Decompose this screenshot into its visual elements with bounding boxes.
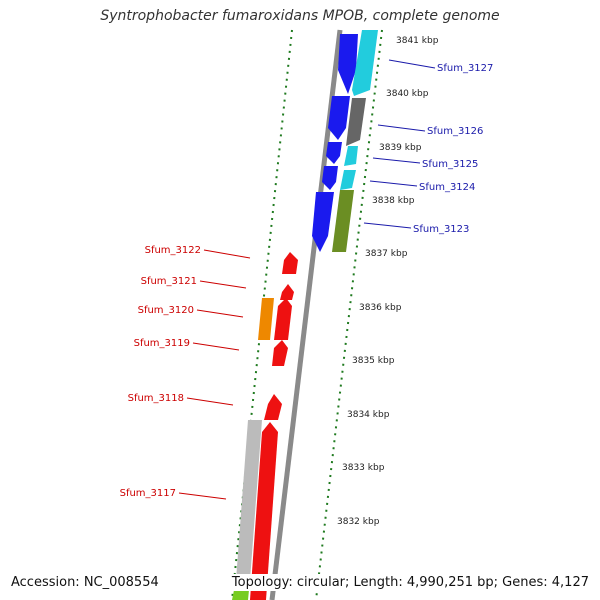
gene-label-sfum-3125[interactable]: Sfum_3125 <box>422 159 478 170</box>
gene-label-sfum-3120[interactable]: Sfum_3120 <box>138 305 194 316</box>
gene-block-sfum-3119-upper[interactable] <box>274 298 292 340</box>
gene-block-gray[interactable] <box>346 98 366 146</box>
kbp-label: 3839 kbp <box>379 143 422 153</box>
gene-block-sfum-3127-blue[interactable] <box>338 34 358 94</box>
kbp-label: 3833 kbp <box>342 463 385 473</box>
accession-label: Accession: NC_008554 <box>8 574 162 591</box>
gene-label-sfum-3119[interactable]: Sfum_3119 <box>134 338 190 349</box>
kbp-label: 3837 kbp <box>365 249 408 259</box>
topology-label: Topology: circular; Length: 4,990,251 bp… <box>228 574 592 591</box>
kbp-label: 3841 kbp <box>396 36 439 46</box>
kbp-label: 3835 kbp <box>352 356 395 366</box>
gene-label-sfum-3123[interactable]: Sfum_3123 <box>413 224 469 235</box>
gene-block-sfum-3125-blue[interactable] <box>326 142 342 164</box>
gene-block-sfum-3126-blue[interactable] <box>328 96 350 140</box>
right-tick-track <box>315 29 383 600</box>
gene-label-sfum-3121[interactable]: Sfum_3121 <box>141 276 197 287</box>
gene-block-sfum-3122[interactable] <box>282 252 298 274</box>
gene-label-sfum-3126[interactable]: Sfum_3126 <box>427 126 483 137</box>
kbp-label: 3834 kbp <box>347 410 390 420</box>
gene-block-sfum-3123-blue[interactable] <box>312 192 334 252</box>
right-gene-blocks <box>332 30 378 252</box>
right-gene-labels: Sfum_3127 Sfum_3126 Sfum_3125 Sfum_3124 … <box>363 59 493 235</box>
gene-label-sfum-3122[interactable]: Sfum_3122 <box>145 245 201 256</box>
gene-label-sfum-3118[interactable]: Sfum_3118 <box>128 393 184 404</box>
gene-block-sfum-3120[interactable] <box>258 298 274 340</box>
gene-block-cyan-top[interactable] <box>352 30 378 96</box>
gene-label-sfum-3124[interactable]: Sfum_3124 <box>419 182 475 193</box>
genome-title: Syntrophobacter fumaroxidans MPOB, compl… <box>100 8 500 24</box>
gene-block-olive[interactable] <box>332 190 354 252</box>
gene-block-lightgray[interactable] <box>236 420 262 580</box>
kbp-label: 3840 kbp <box>386 89 429 99</box>
red-gene-blocks <box>250 252 298 600</box>
gene-block-sfum-3121[interactable] <box>280 284 294 300</box>
kbp-label: 3832 kbp <box>337 517 380 527</box>
kbp-label: 3838 kbp <box>372 196 415 206</box>
gene-block-sfum-3124-blue[interactable] <box>322 166 338 190</box>
gene-block-cyan-mid[interactable] <box>344 146 358 166</box>
kbp-scale: 3841 kbp 3840 kbp 3839 kbp 3838 kbp 3837… <box>337 36 439 527</box>
blue-gene-blocks <box>312 34 358 252</box>
gene-label-sfum-3117[interactable]: Sfum_3117 <box>120 488 176 499</box>
gene-block-cyan-low[interactable] <box>340 170 356 190</box>
gene-label-sfum-3127[interactable]: Sfum_3127 <box>437 63 493 74</box>
left-gene-labels: Sfum_3122 Sfum_3121 Sfum_3120 Sfum_3119 … <box>120 245 251 500</box>
gene-block-sfum-3119-lower[interactable] <box>272 340 288 366</box>
gene-block-sfum-3117[interactable] <box>250 422 278 600</box>
gene-block-sfum-3118[interactable] <box>264 394 282 420</box>
kbp-label: 3836 kbp <box>359 303 402 313</box>
